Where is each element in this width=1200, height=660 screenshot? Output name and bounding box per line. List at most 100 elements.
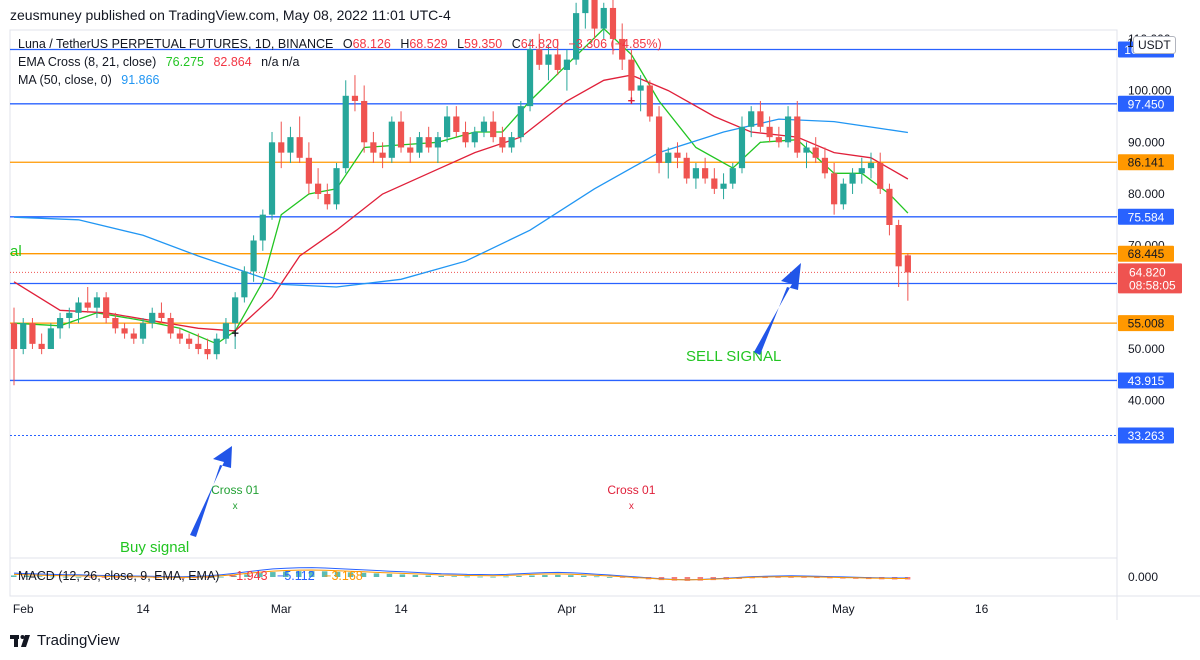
candle-body <box>130 333 137 339</box>
candle-body <box>821 157 829 174</box>
sell-signal-text: SELL SIGNAL <box>686 348 781 365</box>
close-label: C <box>511 37 521 51</box>
ema-legend: EMA Cross (8, 21, close) 76.275 82.864 n… <box>18 55 305 69</box>
candle-body <box>287 137 294 153</box>
candle-body <box>904 255 911 273</box>
candle-body <box>370 142 377 153</box>
candle-body <box>563 59 570 70</box>
symbol-title[interactable]: Luna / TetherUS PERPETUAL FUTURES, 1D, B… <box>18 37 334 51</box>
candle-body <box>471 131 478 143</box>
candle-body <box>167 318 174 334</box>
macd-signal-line <box>13 569 908 581</box>
macd-histogram-bar <box>503 576 509 578</box>
candle-body <box>75 302 82 313</box>
buy-arrow <box>190 446 232 537</box>
candle-body <box>388 121 395 158</box>
ema-na-values: n/a n/a <box>261 55 300 69</box>
candle-body <box>600 7 607 29</box>
candle-body <box>665 152 672 163</box>
candle-body <box>849 173 856 184</box>
candle-body <box>591 0 598 29</box>
macd-histogram-bar <box>36 576 43 578</box>
level-price-text: 97.450 <box>1128 97 1165 111</box>
macd-histogram-bar <box>555 574 561 577</box>
x-tick-label: Feb <box>13 602 34 616</box>
last-price-countdown: 08:58:05 <box>1129 278 1176 292</box>
candle-body <box>305 157 312 184</box>
candle-body <box>425 137 432 148</box>
level-price-tag <box>1118 208 1174 225</box>
level-price-tag <box>1118 154 1174 171</box>
candle-body <box>10 323 18 350</box>
cross-marker-sell: x <box>629 501 634 512</box>
macd-histogram-bar <box>62 576 69 578</box>
macd-histogram-bar <box>321 571 328 577</box>
tradingview-logo[interactable]: TradingView <box>10 632 120 649</box>
macd-histogram-bar <box>270 572 276 577</box>
candle-body <box>683 157 690 179</box>
macd-pane <box>11 567 911 581</box>
candle-body <box>886 188 893 225</box>
cross-marker-buy: x <box>233 501 238 512</box>
macd-histogram-bar <box>114 577 121 578</box>
candle-body <box>204 349 211 355</box>
cross-label-buy: Cross 01 <box>211 483 259 497</box>
level-price-text: 68.445 <box>1128 247 1165 261</box>
candle-body <box>692 168 700 179</box>
candle-body <box>397 121 405 148</box>
candle-body <box>775 137 782 143</box>
annotations: Cross 01 x Cross 01 x SELL SIGNAL Buy signal +… <box>10 93 801 556</box>
macd-label[interactable]: MACD (12, 26, close, 9, EMA, EMA) <box>18 569 220 583</box>
x-tick-label: 14 <box>394 602 408 616</box>
open-label: O <box>342 37 353 51</box>
ema-slow-value: 82.864 <box>213 55 252 69</box>
macd-line-value: −5.112 <box>277 569 315 583</box>
macd-histogram-bar <box>244 574 250 577</box>
y-tick-label: 80.000 <box>1128 187 1165 201</box>
time-axis: Feb 14 Mar 14 Apr 11 21 May 16 <box>13 602 989 616</box>
tradingview-wordmark: TradingView <box>37 632 120 649</box>
x-tick-label: 11 <box>653 602 666 616</box>
currency-prefix: 1 <box>1127 36 1134 50</box>
x-tick-label: 14 <box>136 602 150 616</box>
macd-line <box>13 567 908 581</box>
ma-label[interactable]: MA (50, close, 0) <box>18 73 112 87</box>
macd-histogram-bar <box>775 577 781 578</box>
candle-body <box>757 111 764 127</box>
candle-body <box>268 142 276 215</box>
candle-body <box>314 183 322 194</box>
macd-histogram-bar <box>334 571 341 577</box>
candle-body <box>462 131 469 143</box>
currency-button[interactable]: USDT <box>1133 36 1176 54</box>
candle-body <box>213 338 220 355</box>
x-tick-label: 16 <box>975 602 989 616</box>
candle-body <box>637 85 644 91</box>
candle-body <box>241 271 248 298</box>
candle-body <box>444 116 451 138</box>
candle-body <box>480 121 488 132</box>
macd-signal-value: −3.168 <box>324 569 363 583</box>
ema-label[interactable]: EMA Cross (8, 21, close) <box>18 55 157 69</box>
candle-body <box>554 54 561 70</box>
change-value: −3.306 (−4.85%) <box>568 37 662 51</box>
candle-body <box>895 224 902 267</box>
macd-hist-value: −1.943 <box>228 569 268 583</box>
candle-body <box>38 343 45 350</box>
low-value: 59.350 <box>464 37 503 51</box>
macd-histogram-bar <box>684 577 691 581</box>
candle-body <box>628 59 635 91</box>
candle-body <box>232 297 239 324</box>
candle-body <box>296 137 303 158</box>
macd-histogram-bar <box>373 573 380 577</box>
y-tick-label: 50.000 <box>1128 342 1165 356</box>
macd-histogram-bar <box>75 576 82 578</box>
level-price-text: 75.584 <box>1128 210 1165 224</box>
candle-body <box>609 7 617 39</box>
candle-body <box>379 152 386 158</box>
candle-body <box>582 0 589 14</box>
candle-body <box>573 13 580 60</box>
candle-body <box>619 38 626 60</box>
macd-histogram-bar <box>308 571 315 577</box>
macd-histogram-bar <box>814 577 820 579</box>
